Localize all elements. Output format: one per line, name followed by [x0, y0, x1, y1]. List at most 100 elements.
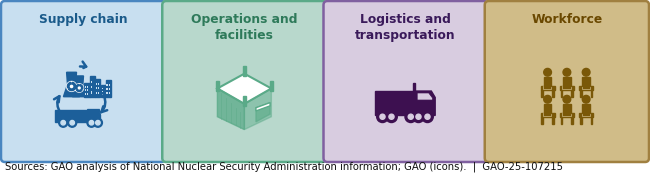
Bar: [93, 91, 94, 94]
Text: Operations and
facilities: Operations and facilities: [191, 13, 298, 42]
Bar: [571, 90, 573, 97]
Circle shape: [380, 114, 385, 119]
Bar: [544, 104, 551, 113]
Polygon shape: [256, 103, 270, 122]
Bar: [55, 110, 88, 122]
Circle shape: [422, 111, 434, 123]
Circle shape: [79, 87, 80, 89]
Bar: [109, 84, 110, 86]
Circle shape: [563, 68, 571, 76]
Bar: [93, 81, 94, 83]
Bar: [544, 77, 551, 86]
Circle shape: [416, 114, 421, 119]
Bar: [582, 112, 590, 116]
FancyArrowPatch shape: [80, 62, 86, 68]
Bar: [102, 88, 103, 89]
Circle shape: [582, 95, 590, 103]
Bar: [375, 91, 415, 115]
Bar: [270, 81, 273, 91]
Circle shape: [75, 84, 83, 92]
Bar: [563, 77, 571, 86]
Circle shape: [70, 120, 75, 125]
Circle shape: [544, 68, 551, 76]
Bar: [561, 90, 562, 97]
Bar: [109, 88, 110, 90]
Bar: [563, 104, 571, 113]
Wedge shape: [75, 84, 79, 89]
Bar: [98, 83, 99, 85]
Circle shape: [89, 120, 94, 125]
Circle shape: [425, 114, 430, 119]
Circle shape: [70, 85, 73, 87]
Bar: [591, 90, 592, 97]
Circle shape: [408, 114, 413, 119]
Bar: [90, 76, 95, 97]
Circle shape: [66, 82, 77, 91]
Bar: [98, 87, 99, 89]
Wedge shape: [68, 87, 75, 91]
Circle shape: [377, 111, 388, 123]
Bar: [580, 117, 582, 124]
Polygon shape: [244, 88, 271, 130]
FancyBboxPatch shape: [1, 1, 165, 162]
Polygon shape: [72, 76, 86, 97]
Bar: [582, 86, 590, 89]
Polygon shape: [417, 93, 433, 100]
Bar: [413, 83, 415, 91]
FancyBboxPatch shape: [324, 1, 488, 162]
Bar: [98, 92, 99, 94]
Bar: [105, 80, 111, 97]
Bar: [216, 81, 219, 91]
Circle shape: [582, 68, 590, 76]
Bar: [96, 92, 97, 94]
Polygon shape: [217, 74, 271, 104]
Circle shape: [87, 118, 96, 127]
Bar: [87, 86, 88, 87]
Bar: [103, 91, 105, 92]
Bar: [84, 86, 86, 87]
Bar: [541, 113, 554, 117]
Circle shape: [413, 111, 424, 123]
Bar: [96, 79, 101, 97]
Circle shape: [58, 118, 68, 127]
Bar: [242, 66, 246, 76]
Bar: [579, 113, 593, 117]
Bar: [93, 86, 94, 88]
Polygon shape: [88, 110, 101, 122]
Bar: [84, 89, 86, 91]
Bar: [87, 89, 88, 91]
Bar: [84, 83, 90, 97]
Bar: [562, 112, 571, 116]
Circle shape: [389, 114, 394, 119]
Circle shape: [96, 120, 100, 125]
Bar: [242, 96, 246, 106]
Bar: [102, 94, 103, 95]
Wedge shape: [77, 89, 82, 92]
Circle shape: [544, 95, 551, 103]
Text: Workforce: Workforce: [531, 13, 603, 26]
Circle shape: [563, 95, 571, 103]
Bar: [91, 81, 92, 83]
Polygon shape: [256, 103, 270, 111]
Wedge shape: [68, 82, 72, 88]
Bar: [96, 87, 97, 89]
Bar: [87, 93, 88, 94]
Bar: [591, 117, 592, 124]
Circle shape: [68, 118, 77, 127]
Bar: [103, 88, 105, 89]
Bar: [541, 86, 554, 90]
Bar: [101, 85, 105, 97]
Polygon shape: [64, 72, 80, 97]
Bar: [582, 104, 590, 113]
Text: Logistics and
transportation: Logistics and transportation: [356, 13, 456, 42]
Bar: [102, 91, 103, 92]
Bar: [91, 91, 92, 94]
Circle shape: [94, 118, 103, 127]
Bar: [543, 86, 551, 89]
FancyBboxPatch shape: [162, 1, 326, 162]
Bar: [580, 90, 582, 97]
Bar: [552, 117, 554, 124]
Text: Sources: GAO analysis of National Nuclear Security Administration information; G: Sources: GAO analysis of National Nuclea…: [5, 162, 563, 172]
Wedge shape: [79, 84, 83, 89]
Bar: [84, 93, 86, 94]
